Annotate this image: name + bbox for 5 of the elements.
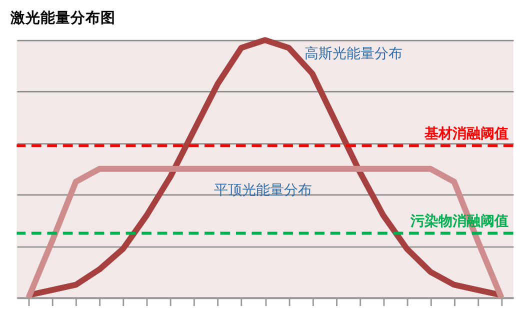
ref-line-label: 污染物消融阈值 — [409, 212, 508, 230]
chart-title: 激光能量分布图 — [9, 9, 116, 26]
series-label: 平顶光能量分布 — [214, 182, 312, 198]
ref-line-label: 基材消融阈值 — [423, 126, 508, 142]
series-label: 高斯光能量分布 — [304, 46, 403, 62]
